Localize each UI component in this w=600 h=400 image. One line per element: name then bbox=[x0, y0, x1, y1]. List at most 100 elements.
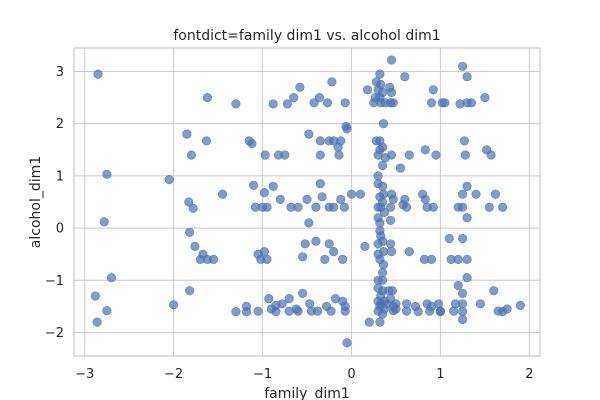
scatter-point bbox=[375, 317, 385, 327]
scatter-point bbox=[317, 192, 327, 202]
scatter-point bbox=[315, 150, 325, 160]
scatter-point bbox=[247, 138, 257, 149]
scatter-point bbox=[334, 150, 344, 160]
scatter-point bbox=[188, 203, 198, 213]
scatter-point bbox=[471, 189, 481, 199]
scatter-point bbox=[459, 136, 470, 146]
scatter-point bbox=[298, 252, 308, 262]
plot-frame bbox=[73, 47, 541, 357]
scatter-point bbox=[373, 171, 383, 181]
scatter-point bbox=[260, 150, 270, 160]
scatter-point bbox=[253, 306, 263, 316]
y-tick-label: −1 bbox=[45, 274, 64, 289]
scatter-point bbox=[90, 291, 100, 301]
scatter-point bbox=[202, 92, 212, 103]
data-points bbox=[90, 55, 526, 348]
scatter-point bbox=[386, 202, 396, 212]
y-tick-labels: −2 −1 0 1 2 3 bbox=[45, 65, 64, 341]
scatter-point bbox=[340, 98, 350, 108]
scatter-point bbox=[386, 239, 396, 249]
scatter-point bbox=[404, 247, 414, 257]
scatter-point bbox=[327, 77, 337, 87]
scatter-point bbox=[458, 233, 468, 244]
scatter-point bbox=[92, 317, 102, 327]
scatter-point bbox=[404, 150, 414, 160]
scatter-point bbox=[379, 207, 390, 217]
scatter-point bbox=[362, 85, 373, 95]
scatter-point bbox=[458, 307, 468, 317]
scatter-point bbox=[378, 236, 388, 246]
scatter-point bbox=[428, 85, 438, 95]
scatter-point bbox=[209, 254, 219, 264]
scatter-point bbox=[314, 92, 325, 103]
scatter-point bbox=[458, 288, 468, 299]
scatter-point bbox=[378, 267, 388, 278]
scatter-point bbox=[486, 150, 496, 160]
scatter-point bbox=[375, 69, 385, 79]
scatter-point bbox=[217, 189, 228, 199]
scatter-point bbox=[268, 181, 278, 191]
scatter-point bbox=[241, 307, 252, 317]
scatter-point bbox=[498, 202, 508, 212]
scatter-point bbox=[289, 92, 299, 103]
scatter-point bbox=[329, 247, 339, 257]
scatter-point bbox=[326, 306, 336, 316]
scatter-point bbox=[378, 247, 389, 257]
scatter-point bbox=[324, 239, 334, 249]
y-tick-label: 1 bbox=[56, 169, 64, 184]
scatter-point bbox=[304, 129, 314, 139]
scatter-point bbox=[336, 136, 346, 146]
scatter-point bbox=[466, 98, 477, 108]
scatter-point bbox=[402, 306, 412, 316]
scatter-point bbox=[395, 163, 406, 173]
scatter-point bbox=[298, 288, 308, 299]
scatter-point bbox=[376, 79, 386, 90]
scatter-point bbox=[271, 307, 281, 317]
scatter-point bbox=[342, 338, 352, 348]
x-tick-label: 2 bbox=[525, 367, 533, 382]
scatter-point bbox=[386, 215, 396, 225]
scatter-point bbox=[431, 150, 441, 160]
scatter-point bbox=[387, 286, 398, 296]
scatter-point bbox=[400, 194, 410, 204]
scatter-point bbox=[304, 218, 314, 228]
scatter-point bbox=[453, 254, 463, 264]
scatter-point bbox=[186, 150, 196, 160]
scatter-point bbox=[435, 307, 446, 317]
scatter-point bbox=[360, 241, 370, 251]
x-tick-label: 0 bbox=[347, 367, 355, 382]
scatter-point bbox=[378, 260, 389, 270]
scatter-point bbox=[378, 87, 388, 97]
scatter-point bbox=[480, 92, 490, 103]
scatter-point bbox=[201, 136, 212, 146]
scatter-point bbox=[338, 254, 348, 264]
scatter-point bbox=[302, 194, 312, 204]
scatter-point bbox=[375, 218, 385, 228]
scatter-point bbox=[386, 87, 397, 97]
scatter-point bbox=[339, 202, 350, 212]
scatter-point bbox=[106, 273, 116, 283]
scatter-point bbox=[264, 294, 274, 304]
scatter-point bbox=[428, 202, 438, 212]
scatter-point bbox=[444, 233, 454, 244]
scatter-point bbox=[378, 119, 389, 129]
scatter-point bbox=[102, 169, 112, 179]
scatter-point bbox=[336, 194, 346, 204]
x-tick-label: −3 bbox=[75, 367, 94, 382]
scatter-point bbox=[420, 194, 430, 204]
scatter-point bbox=[182, 129, 192, 139]
scatter-point bbox=[386, 247, 397, 257]
scatter-point bbox=[282, 99, 293, 109]
scatter-point bbox=[311, 202, 321, 212]
y-axis-label: alcohol_dim1 bbox=[28, 156, 44, 248]
scatter-point bbox=[315, 179, 325, 189]
scatter-point bbox=[342, 124, 352, 134]
scatter-point bbox=[462, 273, 472, 283]
y-tick-label: 3 bbox=[56, 65, 64, 80]
scatter-point bbox=[515, 300, 526, 311]
scatter-point bbox=[249, 180, 259, 190]
scatter-point bbox=[378, 142, 388, 152]
scatter-point bbox=[462, 254, 472, 264]
scatter-point bbox=[293, 202, 303, 212]
